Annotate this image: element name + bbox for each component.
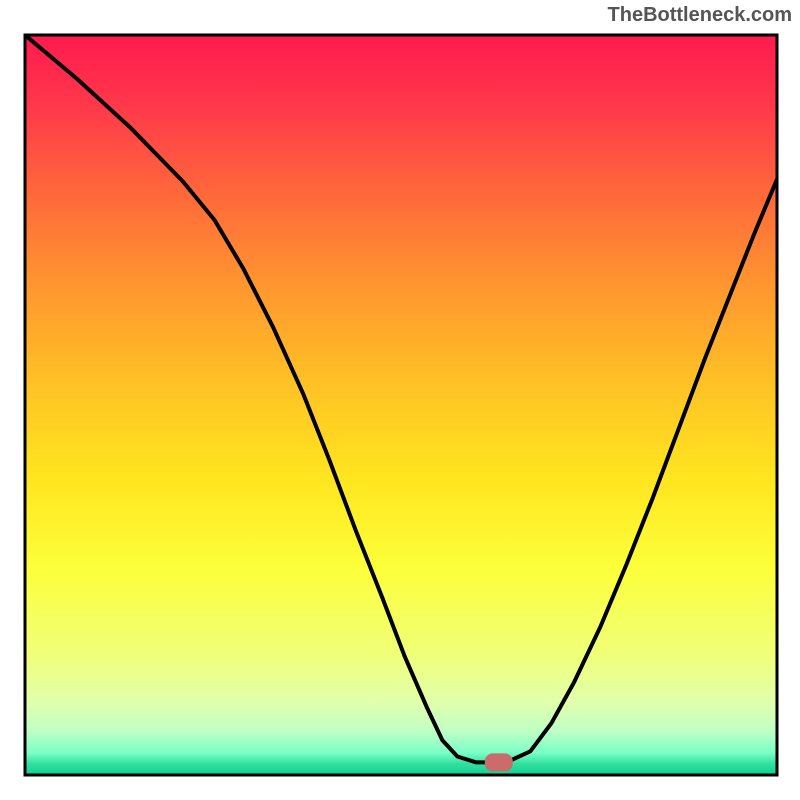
watermark-text: TheBottleneck.com [608, 4, 792, 27]
plot-area [25, 35, 777, 775]
gradient-background [25, 35, 777, 775]
bottleneck-chart [0, 0, 800, 800]
min-marker [485, 753, 513, 771]
chart-container: TheBottleneck.com [0, 0, 800, 800]
